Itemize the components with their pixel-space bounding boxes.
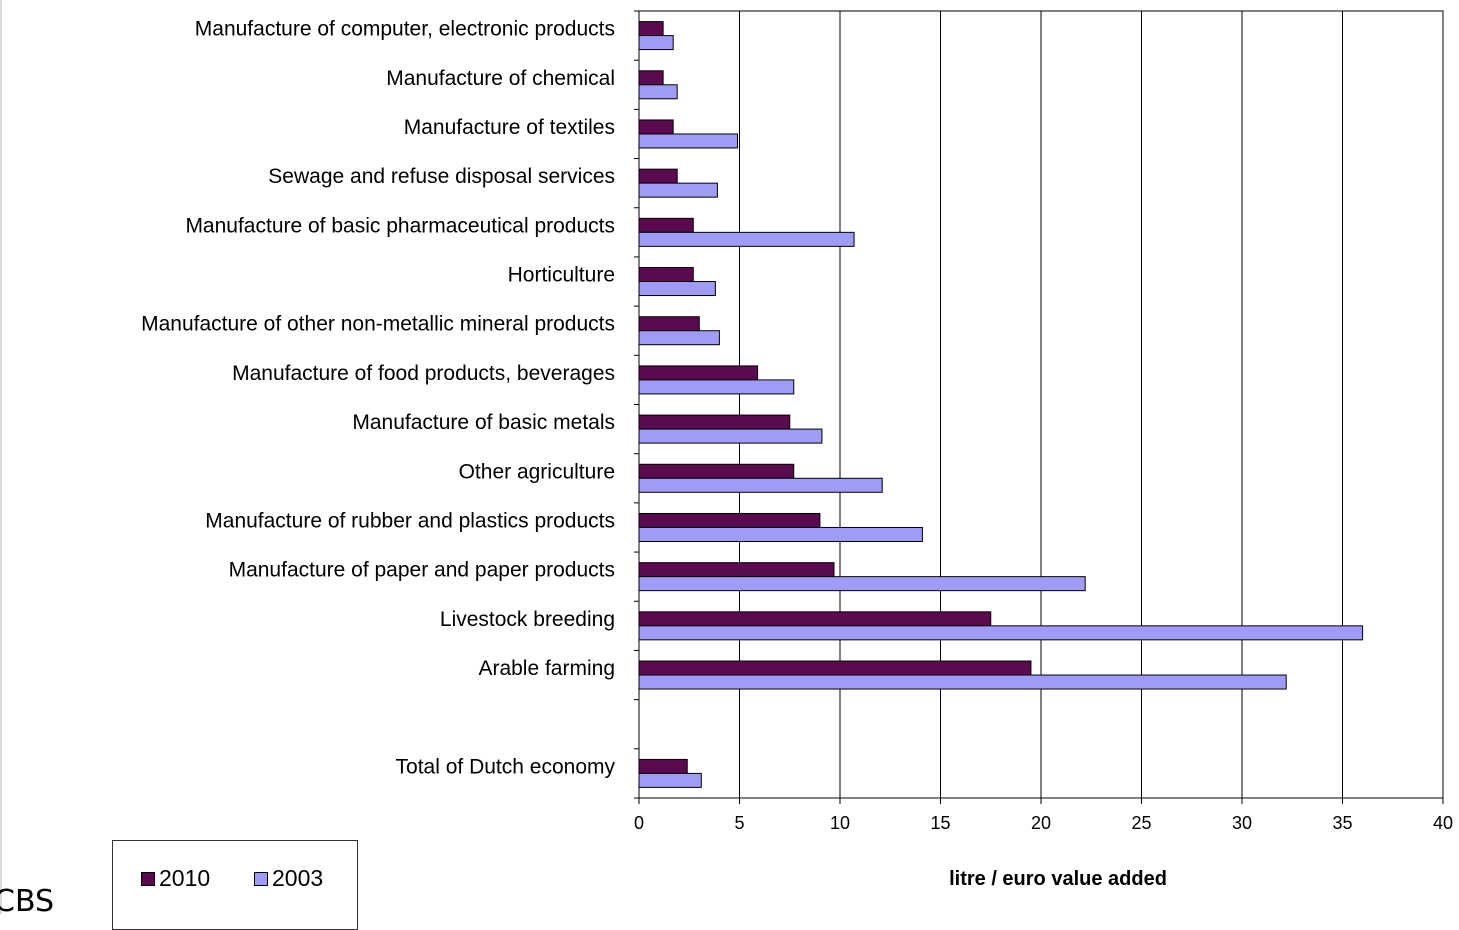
- bar-2003-10: [638, 526, 923, 542]
- bars: [638, 21, 1364, 788]
- category-label-8: Manufacture of basic metals: [352, 411, 615, 434]
- x-tick-label-5: 5: [734, 813, 744, 833]
- x-tick-label-40: 40: [1433, 813, 1453, 833]
- category-labels: Manufacture of computer, electronic prod…: [141, 18, 615, 779]
- x-tick-label-10: 10: [830, 813, 850, 833]
- legend-item-2003: 2003: [254, 865, 323, 892]
- category-label-1: Manufacture of chemical: [386, 67, 615, 90]
- bar-2010-12: [638, 611, 992, 627]
- x-axis-title: litre / euro value added: [949, 868, 1167, 890]
- category-label-15: Total of Dutch economy: [396, 755, 616, 778]
- category-label-4: Manufacture of basic pharmaceutical prod…: [185, 214, 615, 237]
- bar-2003-11: [638, 576, 1086, 592]
- left-edge-rule: [0, 0, 2, 914]
- bar-2010-5: [638, 267, 694, 283]
- category-label-2: Manufacture of textiles: [404, 116, 615, 139]
- bar-2010-8: [638, 414, 791, 430]
- category-label-7: Manufacture of food products, beverages: [232, 362, 615, 385]
- bar-2003-12: [638, 625, 1364, 641]
- bar-2003-8: [638, 428, 823, 444]
- bar-2010-11: [638, 562, 835, 578]
- x-tick-label-25: 25: [1131, 813, 1151, 833]
- bar-2010-2: [638, 119, 674, 135]
- bar-2003-15: [638, 772, 702, 788]
- bar-2003-6: [638, 330, 720, 346]
- bar-2003-3: [638, 182, 718, 198]
- tick-labels: 0 5 10 15 20 25 30 35 40: [634, 813, 1453, 833]
- bar-2010-10: [638, 512, 821, 528]
- legend-label-2003: 2003: [272, 865, 324, 891]
- legend-swatch-2010: [141, 871, 155, 886]
- bar-2003-2: [638, 133, 738, 149]
- bar-2010-6: [638, 316, 700, 332]
- category-label-5: Horticulture: [508, 264, 615, 287]
- bar-2003-4: [638, 231, 855, 247]
- category-label-12: Livestock breeding: [440, 608, 615, 631]
- bar-2010-15: [638, 758, 688, 774]
- x-tick-label-20: 20: [1031, 813, 1051, 833]
- bar-2003-7: [638, 379, 795, 395]
- category-label-0: Manufacture of computer, electronic prod…: [195, 18, 615, 41]
- bar-2010-3: [638, 168, 678, 184]
- bar-2010-7: [638, 365, 759, 381]
- category-label-9: Other agriculture: [459, 460, 615, 483]
- bar-2003-9: [638, 477, 883, 493]
- axes: [634, 10, 1444, 804]
- bar-2010-13: [638, 660, 1032, 676]
- x-tick-label-35: 35: [1332, 813, 1352, 833]
- bar-2003-1: [638, 84, 678, 100]
- legend-item-2010: 2010: [141, 865, 210, 892]
- legend-swatch-2003: [254, 871, 268, 886]
- bar-2003-0: [638, 35, 674, 51]
- category-label-13: Arable farming: [478, 657, 615, 680]
- bar-2010-0: [638, 21, 664, 37]
- bar-2003-5: [638, 281, 716, 297]
- bar-2003-13: [638, 674, 1287, 690]
- bar-2010-4: [638, 217, 694, 233]
- source-logo-text: CBS: [0, 884, 55, 919]
- category-label-6: Manufacture of other non-metallic minera…: [141, 313, 615, 336]
- x-tick-label-0: 0: [634, 813, 644, 833]
- legend: 2010 2003: [112, 840, 358, 930]
- legend-label-2010: 2010: [159, 865, 211, 891]
- category-label-10: Manufacture of rubber and plastics produ…: [205, 509, 615, 532]
- x-tick-label-30: 30: [1232, 813, 1252, 833]
- bar-2010-9: [638, 463, 795, 479]
- category-label-3: Sewage and refuse disposal services: [268, 165, 615, 188]
- bar-2010-1: [638, 70, 664, 86]
- x-tick-label-15: 15: [930, 813, 950, 833]
- category-label-11: Manufacture of paper and paper products: [229, 559, 615, 582]
